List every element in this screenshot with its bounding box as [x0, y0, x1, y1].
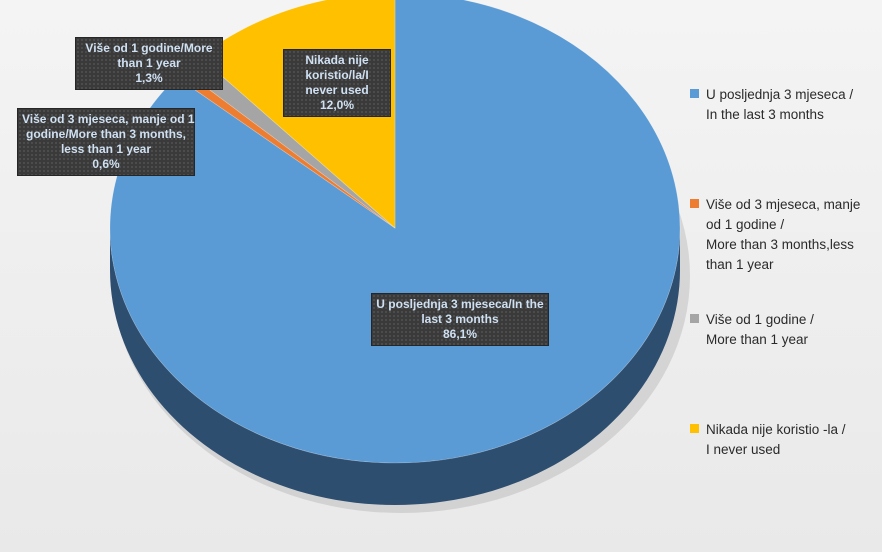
data-label-0: U posljednja 3 mjeseca/In the last 3 mont…: [371, 293, 549, 346]
data-label-line: koristio/la/I: [305, 68, 369, 82]
legend-label-line: than 1 year: [706, 257, 774, 272]
legend-label-line: In the last 3 months: [706, 107, 824, 122]
data-label-value: 0,6%: [92, 157, 120, 171]
legend-label-line: I never used: [706, 442, 781, 457]
legend-label-line: Više od 1 godine /: [706, 312, 814, 327]
data-label-value: 12,0%: [319, 98, 355, 112]
legend-label: Više od 3 mjeseca, manje od 1 godine / Mor…: [706, 195, 860, 275]
legend-label-line: Više od 3 mjeseca, manje: [706, 197, 861, 212]
data-label-line: godine/More than 3 months,: [25, 127, 186, 141]
legend-swatch: [690, 424, 699, 433]
legend-label-line: Nikada nije koristio -la /: [706, 422, 846, 437]
pie-slice-0: [109, 0, 681, 464]
data-label-line: last 3 months: [421, 312, 499, 326]
legend-label-line: od 1 godine /: [706, 217, 785, 232]
legend-label-line: More than 1 year: [706, 332, 809, 347]
data-label-line: U posljednja 3 mjeseca/In the: [376, 297, 544, 311]
data-label-line: than 1 year: [117, 56, 181, 70]
legend-label-line: U posljednja 3 mjeseca /: [706, 87, 854, 102]
data-label-3: Nikada nije koristio/la/I never used 12,0%: [283, 49, 391, 117]
legend-swatch: [690, 89, 699, 98]
data-label-line: Više od 3 mjeseca, manje od 1: [22, 112, 195, 126]
pie-side-0: [110, 228, 680, 505]
legend-label-line: More than 3 months,less: [706, 237, 854, 252]
legend-swatch: [690, 199, 699, 208]
legend-label: U posljednja 3 mjeseca / In the last 3 mo…: [706, 85, 853, 125]
data-label-line: less than 1 year: [60, 142, 152, 156]
data-label-2: Više od 1 godine/More than 1 year 1,3%: [75, 37, 223, 90]
data-label-1: Više od 3 mjeseca, manje od 1 godine/More…: [17, 108, 195, 176]
legend-label: Nikada nije koristio -la / I never used: [706, 420, 846, 460]
data-label-line: Nikada nije: [305, 53, 369, 67]
data-label-line: Više od 1 godine/More: [85, 41, 213, 55]
data-label-line: never used: [305, 83, 369, 97]
legend-swatch: [690, 314, 699, 323]
data-label-value: 86,1%: [442, 327, 478, 341]
legend-label: Više od 1 godine / More than 1 year: [706, 310, 814, 350]
data-label-value: 1,3%: [135, 71, 163, 85]
